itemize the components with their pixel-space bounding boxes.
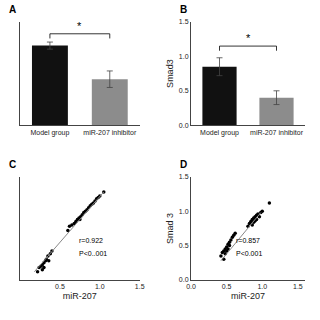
svg-text:r=0.922: r=0.922 — [79, 237, 103, 244]
svg-text:D: D — [180, 159, 187, 170]
svg-text:miR-207: miR-207 — [231, 291, 265, 301]
svg-text:*: * — [246, 32, 251, 44]
svg-text:0.5: 0.5 — [179, 87, 189, 94]
svg-text:1.5: 1.5 — [293, 283, 303, 290]
svg-text:B: B — [180, 4, 187, 15]
svg-text:P<0..001: P<0..001 — [79, 250, 107, 257]
svg-text:A: A — [9, 4, 16, 15]
svg-text:Smad 3: Smad 3 — [165, 213, 175, 244]
svg-text:1.0: 1.0 — [95, 283, 105, 290]
svg-text:miR-207: miR-207 — [63, 291, 97, 301]
svg-text:1.5: 1.5 — [135, 283, 145, 290]
svg-text:miR-207 inhibitor: miR-207 inhibitor — [83, 129, 137, 136]
svg-text:1.0: 1.0 — [257, 283, 267, 290]
svg-text:C: C — [9, 159, 16, 170]
svg-text:0.0: 0.0 — [186, 283, 196, 290]
svg-text:0.0: 0.0 — [179, 122, 189, 129]
svg-text:0.5: 0.5 — [179, 242, 189, 249]
svg-text:0.5: 0.5 — [222, 283, 232, 290]
svg-text:miR-207 inhibitor: miR-207 inhibitor — [250, 129, 304, 136]
svg-text:1.5: 1.5 — [179, 173, 189, 180]
svg-text:Model group: Model group — [30, 129, 69, 137]
svg-text:*: * — [77, 20, 82, 32]
svg-text:0.5: 0.5 — [55, 283, 65, 290]
svg-text:1.5: 1.5 — [179, 18, 189, 25]
svg-text:1.0: 1.0 — [179, 53, 189, 60]
svg-text:r=0.857: r=0.857 — [236, 237, 260, 244]
svg-text:Smad3: Smad3 — [165, 59, 175, 88]
svg-text:P<0.001: P<0.001 — [236, 250, 262, 257]
svg-text:0.0: 0.0 — [179, 276, 189, 283]
svg-text:Model group: Model group — [200, 129, 239, 137]
svg-text:1.0: 1.0 — [179, 208, 189, 215]
